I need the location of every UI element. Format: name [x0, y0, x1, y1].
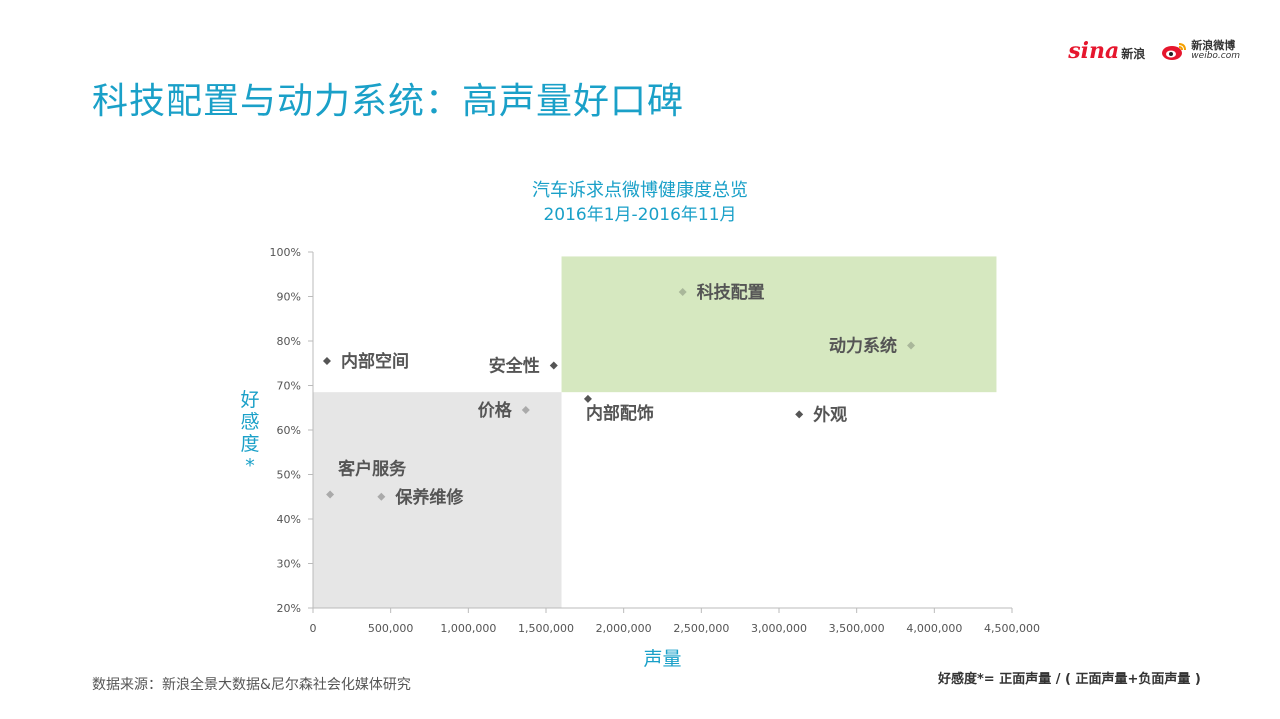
y-tick-label: 60%	[277, 424, 301, 437]
data-point-label: 内部配饰	[586, 403, 654, 424]
y-tick-label: 100%	[270, 246, 301, 259]
data-point-label: 安全性	[489, 355, 540, 376]
logos: sina 新浪 新浪微博 weibo.com	[1068, 38, 1240, 64]
points-layer	[322, 288, 916, 501]
sina-logo: sina 新浪	[1068, 38, 1145, 64]
x-tick-label: 2,500,000	[673, 622, 729, 635]
x-tick-label: 4,500,000	[984, 622, 1040, 635]
x-axis-title: 声量	[643, 648, 681, 670]
chart-subtitle: 2016年1月-2016年11月	[543, 205, 737, 225]
y-axis-title-char: *	[245, 455, 255, 477]
data-point	[326, 490, 335, 499]
x-tick-label: 3,500,000	[829, 622, 885, 635]
y-tick-label: 70%	[277, 380, 301, 393]
data-point	[907, 341, 916, 350]
page-title: 科技配置与动力系统：高声量好口碑	[92, 81, 685, 122]
data-point	[795, 410, 804, 419]
data-point	[549, 361, 558, 370]
y-tick-label: 20%	[277, 602, 301, 615]
regions-layer	[313, 256, 997, 608]
region-high-volume-high-favor	[561, 256, 997, 393]
weibo-logo-url: weibo.com	[1191, 51, 1240, 61]
x-tick-label: 4,000,000	[906, 622, 962, 635]
x-tick-label: 3,000,000	[751, 622, 807, 635]
x-tick-label: 0	[310, 622, 317, 635]
region-low-volume-low-favor	[313, 392, 562, 608]
weibo-logo: 新浪微博 weibo.com	[1161, 40, 1240, 62]
data-point-label: 外观	[813, 404, 847, 425]
chart-title: 汽车诉求点微博健康度总览	[532, 180, 748, 201]
favorability-formula: 好感度*= 正面声量 / ( 正面声量+负面声量 )	[938, 672, 1201, 687]
data-point-label: 客户服务	[337, 459, 407, 480]
y-tick-label: 40%	[277, 513, 301, 526]
y-tick-label: 50%	[277, 469, 301, 482]
x-tick-label: 1,000,000	[440, 622, 496, 635]
x-tick-label: 1,500,000	[518, 622, 574, 635]
data-point-label: 内部空间	[341, 351, 409, 372]
weibo-eye-icon	[1162, 43, 1187, 60]
data-point-label: 科技配置	[697, 282, 765, 303]
data-point-label: 动力系统	[829, 335, 897, 356]
y-tick-label: 80%	[277, 335, 301, 348]
y-tick-label: 30%	[277, 558, 301, 571]
y-axis-title-char: 好	[240, 389, 259, 411]
axes-layer: 20% 30% 40% 50% 60% 70% 80% 90% 100% 0 500,000 1,00…	[240, 246, 1040, 670]
y-axis-title-char: 感	[240, 411, 259, 433]
data-point	[322, 357, 331, 366]
data-point-label: 价格	[478, 400, 513, 421]
data-point	[583, 394, 592, 403]
x-tick-label: 2,000,000	[596, 622, 652, 635]
sina-logo-word: sina	[1068, 38, 1120, 64]
sina-logo-cn: 新浪	[1121, 47, 1146, 61]
y-tick-label: 90%	[277, 291, 301, 304]
data-point	[678, 288, 687, 297]
data-point	[377, 492, 386, 501]
x-tick-label: 500,000	[368, 622, 414, 635]
data-source-note: 数据来源：新浪全景大数据&尼尔森社会化媒体研究	[92, 677, 411, 693]
data-point	[521, 405, 530, 414]
data-point-label: 保养维修	[394, 487, 464, 508]
y-axis-title-char: 度	[240, 433, 259, 455]
weibo-logo-cn: 新浪微博	[1191, 39, 1236, 52]
